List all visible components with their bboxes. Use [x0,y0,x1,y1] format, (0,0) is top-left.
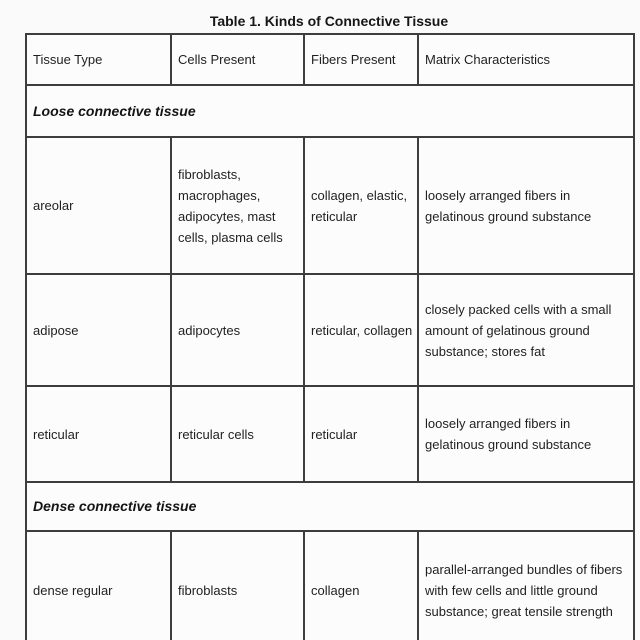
column-header-fibers-present: Fibers Present [303,33,419,86]
section-label-loose: Loose connective tissue [25,84,635,138]
section-label-dense: Dense connective tissue [25,481,635,532]
cell-matrix-characteristics: closely packed cells with a small amount… [417,273,635,387]
cell-fibers-present: reticular, collagen [303,273,419,387]
cell-cells-present: reticular cells [170,385,305,483]
cell-tissue-type: areolar [25,136,172,275]
cell-fibers-present: reticular [303,385,419,483]
column-header-tissue-type: Tissue Type [25,33,172,86]
table-row-reticular: reticular reticular cells reticular loos… [25,385,635,483]
column-header-cells-present: Cells Present [170,33,305,86]
cell-matrix-characteristics: loosely arranged fibers in gelatinous gr… [417,385,635,483]
cell-tissue-type: reticular [25,385,172,483]
cell-cells-present: fibroblasts, macrophages, adipocytes, ma… [170,136,305,275]
header-row: Tissue Type Cells Present Fibers Present… [25,33,635,86]
column-header-matrix-characteristics: Matrix Characteristics [417,33,635,86]
section-row-dense: Dense connective tissue [25,481,635,532]
table-row-dense-regular: dense regular fibroblasts collagen paral… [25,530,635,640]
cell-tissue-type: adipose [25,273,172,387]
cell-cells-present: adipocytes [170,273,305,387]
section-row-loose: Loose connective tissue [25,84,635,138]
cell-matrix-characteristics: parallel-arranged bundles of fibers with… [417,530,635,640]
connective-tissue-table: Tissue Type Cells Present Fibers Present… [25,33,635,640]
cell-cells-present: fibroblasts [170,530,305,640]
table-row-areolar: areolar fibroblasts, macrophages, adipoc… [25,136,635,275]
table-title: Table 1. Kinds of Connective Tissue [209,13,449,29]
cell-matrix-characteristics: loosely arranged fibers in gelatinous gr… [417,136,635,275]
cell-fibers-present: collagen, elastic, reticular [303,136,419,275]
cell-fibers-present: collagen [303,530,419,640]
table-row-adipose: adipose adipocytes reticular, collagen c… [25,273,635,387]
cell-tissue-type: dense regular [25,530,172,640]
